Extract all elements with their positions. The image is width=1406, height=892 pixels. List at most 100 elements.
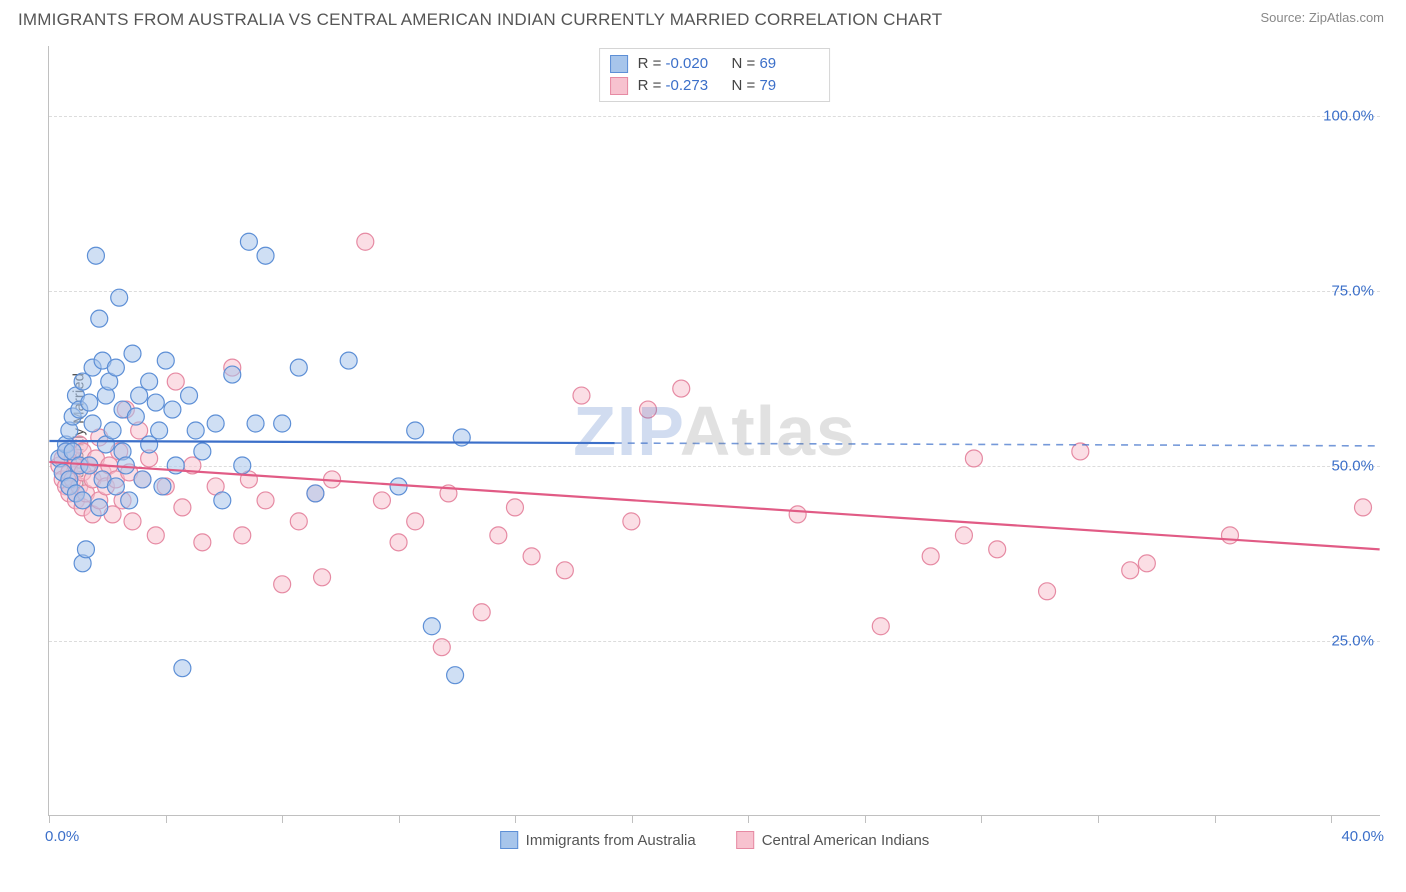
data-point — [407, 422, 424, 439]
data-point — [447, 667, 464, 684]
data-point — [111, 289, 128, 306]
data-point — [167, 373, 184, 390]
legend-stats-row-blue: R = -0.020 N = 69 — [610, 53, 816, 75]
data-point — [290, 359, 307, 376]
data-point — [234, 527, 251, 544]
data-point — [107, 359, 124, 376]
data-point — [274, 415, 291, 432]
trend-line — [49, 441, 614, 443]
x-tick — [981, 815, 982, 823]
legend-stats-row-pink: R = -0.273 N = 79 — [610, 75, 816, 97]
swatch-blue-icon — [500, 831, 518, 849]
data-point — [1138, 555, 1155, 572]
data-point — [121, 492, 138, 509]
source-label: Source: ZipAtlas.com — [1260, 10, 1384, 25]
data-point — [74, 492, 91, 509]
data-point — [423, 618, 440, 635]
data-point — [290, 513, 307, 530]
scatter-plot — [49, 46, 1380, 815]
data-point — [1355, 499, 1372, 516]
data-point — [194, 443, 211, 460]
chart-title: IMMIGRANTS FROM AUSTRALIA VS CENTRAL AME… — [18, 10, 942, 30]
legend-item-blue: Immigrants from Australia — [500, 831, 696, 849]
data-point — [357, 233, 374, 250]
data-point — [556, 562, 573, 579]
data-point — [107, 478, 124, 495]
x-tick — [1331, 815, 1332, 823]
data-point — [965, 450, 982, 467]
data-point — [1122, 562, 1139, 579]
data-point — [174, 499, 191, 516]
data-point — [154, 478, 171, 495]
data-point — [373, 492, 390, 509]
data-point — [523, 548, 540, 565]
data-point — [224, 366, 241, 383]
data-point — [1039, 583, 1056, 600]
data-point — [340, 352, 357, 369]
data-point — [124, 345, 141, 362]
data-point — [989, 541, 1006, 558]
data-point — [433, 639, 450, 656]
x-axis-min-label: 0.0% — [45, 828, 79, 845]
legend-label-pink: Central American Indians — [762, 832, 930, 849]
swatch-pink-icon — [610, 77, 628, 95]
data-point — [234, 457, 251, 474]
x-tick — [515, 815, 516, 823]
data-point — [872, 618, 889, 635]
x-tick — [166, 815, 167, 823]
legend-label-blue: Immigrants from Australia — [526, 832, 696, 849]
data-point — [91, 499, 108, 516]
x-tick — [1098, 815, 1099, 823]
x-tick — [399, 815, 400, 823]
data-point — [147, 394, 164, 411]
data-point — [673, 380, 690, 397]
data-point — [181, 387, 198, 404]
data-point — [214, 492, 231, 509]
data-point — [127, 408, 144, 425]
data-point — [174, 660, 191, 677]
data-point — [274, 576, 291, 593]
legend-stats: R = -0.020 N = 69 R = -0.273 N = 79 — [599, 48, 831, 102]
data-point — [307, 485, 324, 502]
data-point — [390, 534, 407, 551]
data-point — [240, 233, 257, 250]
data-point — [151, 422, 168, 439]
data-point — [187, 422, 204, 439]
data-point — [117, 457, 134, 474]
swatch-pink-icon — [736, 831, 754, 849]
swatch-blue-icon — [610, 55, 628, 73]
data-point — [84, 415, 101, 432]
legend-item-pink: Central American Indians — [736, 831, 930, 849]
x-tick — [632, 815, 633, 823]
data-point — [390, 478, 407, 495]
data-point — [922, 548, 939, 565]
data-point — [87, 247, 104, 264]
data-point — [257, 247, 274, 264]
data-point — [134, 471, 151, 488]
data-point — [473, 604, 490, 621]
data-point — [124, 513, 141, 530]
x-tick — [49, 815, 50, 823]
x-tick — [865, 815, 866, 823]
plot-frame: Currently Married 25.0%50.0%75.0%100.0% … — [48, 46, 1380, 816]
trend-line-extension — [615, 443, 1380, 446]
data-point — [639, 401, 656, 418]
data-point — [91, 310, 108, 327]
data-point — [1221, 527, 1238, 544]
data-point — [147, 527, 164, 544]
x-axis-max-label: 40.0% — [1341, 828, 1384, 845]
x-tick — [282, 815, 283, 823]
data-point — [141, 373, 158, 390]
data-point — [955, 527, 972, 544]
data-point — [77, 541, 94, 558]
data-point — [573, 387, 590, 404]
legend-series: Immigrants from Australia Central Americ… — [500, 831, 930, 849]
data-point — [81, 394, 98, 411]
data-point — [207, 415, 224, 432]
data-point — [194, 534, 211, 551]
x-tick — [748, 815, 749, 823]
data-point — [247, 415, 264, 432]
x-tick — [1215, 815, 1216, 823]
data-point — [623, 513, 640, 530]
data-point — [164, 401, 181, 418]
